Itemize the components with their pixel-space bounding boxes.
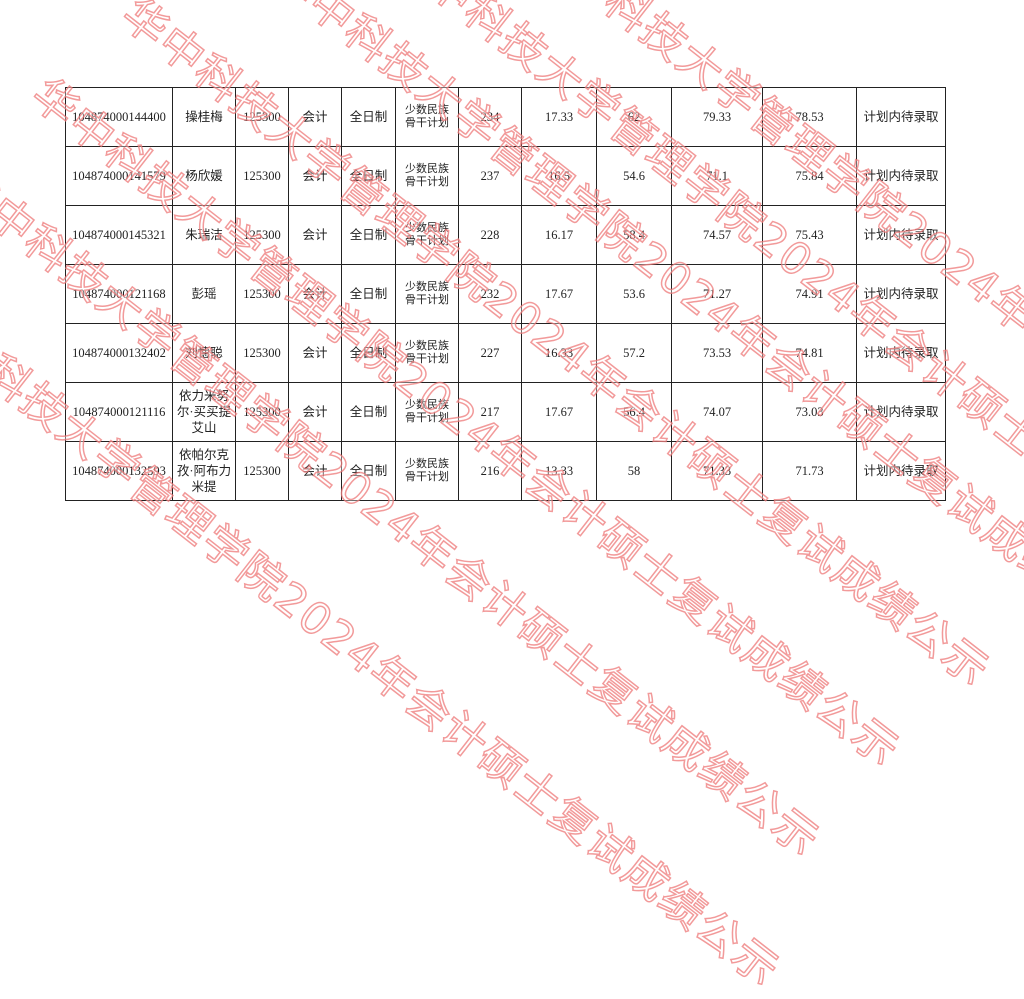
cell-name: 依力米努尔·买买提艾山 xyxy=(172,382,236,442)
cell-retest-score: 79.33 xyxy=(671,87,763,147)
cell-major: 会计 xyxy=(288,323,342,383)
cell-exam-id: 104874000145321 xyxy=(65,205,173,265)
cell-plan: 少数民族骨干计划 xyxy=(395,323,459,383)
cell-plan: 少数民族骨干计划 xyxy=(395,87,459,147)
cell-exam-id: 104874000144400 xyxy=(65,87,173,147)
cell-name: 杨欣媛 xyxy=(172,146,236,206)
table-row: 104874000145321 朱瑞洁 125300 会计 全日制 少数民族骨干计划 228… xyxy=(65,205,946,265)
cell-interview-score-a: 17.33 xyxy=(521,87,597,147)
cell-exam-id: 104874000132402 xyxy=(65,323,173,383)
cell-exam-id: 104874000132593 xyxy=(65,441,173,501)
cell-total-score: 75.43 xyxy=(762,205,857,265)
cell-major: 会计 xyxy=(288,87,342,147)
cell-exam-id: 104874000121116 xyxy=(65,382,173,442)
cell-interview-score-b: 56.4 xyxy=(596,382,672,442)
cell-study-mode: 全日制 xyxy=(341,264,396,324)
table-row: 104874000144400 操桂梅 125300 会计 全日制 少数民族骨干计划 234… xyxy=(65,87,946,147)
cell-exam-id: 104874000121168 xyxy=(65,264,173,324)
cell-name: 刘憓聪 xyxy=(172,323,236,383)
cell-interview-score-b: 54.6 xyxy=(596,146,672,206)
cell-status: 计划内待录取 xyxy=(856,205,946,265)
cell-retest-score: 74.07 xyxy=(671,382,763,442)
results-table: 104874000144400 操桂梅 125300 会计 全日制 少数民族骨干计划 234… xyxy=(65,87,946,501)
cell-interview-score-b: 57.2 xyxy=(596,323,672,383)
cell-study-mode: 全日制 xyxy=(341,323,396,383)
cell-status: 计划内待录取 xyxy=(856,323,946,383)
cell-interview-score-a: 17.67 xyxy=(521,264,597,324)
cell-total-score: 71.73 xyxy=(762,441,857,501)
cell-major-code: 125300 xyxy=(235,382,289,442)
cell-retest-score: 74.57 xyxy=(671,205,763,265)
table-row: 104874000121168 彭瑶 125300 会计 全日制 少数民族骨干计划 232 1… xyxy=(65,264,946,324)
cell-prelim-score: 237 xyxy=(458,146,522,206)
cell-plan: 少数民族骨干计划 xyxy=(395,441,459,501)
cell-retest-score: 73.53 xyxy=(671,323,763,383)
cell-major-code: 125300 xyxy=(235,87,289,147)
cell-major: 会计 xyxy=(288,441,342,501)
cell-plan: 少数民族骨干计划 xyxy=(395,264,459,324)
cell-interview-score-a: 16.5 xyxy=(521,146,597,206)
cell-status: 计划内待录取 xyxy=(856,146,946,206)
cell-interview-score-a: 13.33 xyxy=(521,441,597,501)
cell-status: 计划内待录取 xyxy=(856,264,946,324)
cell-total-score: 75.84 xyxy=(762,146,857,206)
cell-interview-score-a: 16.33 xyxy=(521,323,597,383)
cell-major-code: 125300 xyxy=(235,146,289,206)
cell-prelim-score: 234 xyxy=(458,87,522,147)
cell-interview-score-b: 58 xyxy=(596,441,672,501)
cell-interview-score-b: 62 xyxy=(596,87,672,147)
cell-study-mode: 全日制 xyxy=(341,87,396,147)
cell-total-score: 73.03 xyxy=(762,382,857,442)
cell-major: 会计 xyxy=(288,205,342,265)
cell-plan: 少数民族骨干计划 xyxy=(395,146,459,206)
cell-major-code: 125300 xyxy=(235,323,289,383)
cell-study-mode: 全日制 xyxy=(341,382,396,442)
cell-prelim-score: 227 xyxy=(458,323,522,383)
cell-major: 会计 xyxy=(288,146,342,206)
cell-interview-score-a: 17.67 xyxy=(521,382,597,442)
cell-retest-score: 71.1 xyxy=(671,146,763,206)
cell-name: 朱瑞洁 xyxy=(172,205,236,265)
cell-interview-score-a: 16.17 xyxy=(521,205,597,265)
cell-prelim-score: 232 xyxy=(458,264,522,324)
table-row: 104874000121116 依力米努尔·买买提艾山 125300 会计 全日制 少数民… xyxy=(65,382,946,442)
cell-name: 依帕尔克孜·阿布力米提 xyxy=(172,441,236,501)
cell-exam-id: 104874000141579 xyxy=(65,146,173,206)
table-row: 104874000132593 依帕尔克孜·阿布力米提 125300 会计 全日制 少数民… xyxy=(65,441,946,501)
cell-prelim-score: 217 xyxy=(458,382,522,442)
cell-major: 会计 xyxy=(288,264,342,324)
cell-major: 会计 xyxy=(288,382,342,442)
cell-total-score: 74.81 xyxy=(762,323,857,383)
cell-name: 操桂梅 xyxy=(172,87,236,147)
cell-total-score: 78.53 xyxy=(762,87,857,147)
cell-study-mode: 全日制 xyxy=(341,441,396,501)
cell-prelim-score: 228 xyxy=(458,205,522,265)
cell-major-code: 125300 xyxy=(235,264,289,324)
cell-status: 计划内待录取 xyxy=(856,87,946,147)
cell-status: 计划内待录取 xyxy=(856,382,946,442)
cell-interview-score-b: 58.4 xyxy=(596,205,672,265)
cell-name: 彭瑶 xyxy=(172,264,236,324)
cell-prelim-score: 216 xyxy=(458,441,522,501)
cell-plan: 少数民族骨干计划 xyxy=(395,205,459,265)
cell-plan: 少数民族骨干计划 xyxy=(395,382,459,442)
cell-status: 计划内待录取 xyxy=(856,441,946,501)
table-row: 104874000141579 杨欣媛 125300 会计 全日制 少数民族骨干计划 237… xyxy=(65,146,946,206)
cell-interview-score-b: 53.6 xyxy=(596,264,672,324)
cell-major-code: 125300 xyxy=(235,441,289,501)
table-row: 104874000132402 刘憓聪 125300 会计 全日制 少数民族骨干计划 227… xyxy=(65,323,946,383)
cell-study-mode: 全日制 xyxy=(341,146,396,206)
cell-retest-score: 71.27 xyxy=(671,264,763,324)
cell-retest-score: 71.33 xyxy=(671,441,763,501)
cell-total-score: 74.91 xyxy=(762,264,857,324)
cell-major-code: 125300 xyxy=(235,205,289,265)
cell-study-mode: 全日制 xyxy=(341,205,396,265)
